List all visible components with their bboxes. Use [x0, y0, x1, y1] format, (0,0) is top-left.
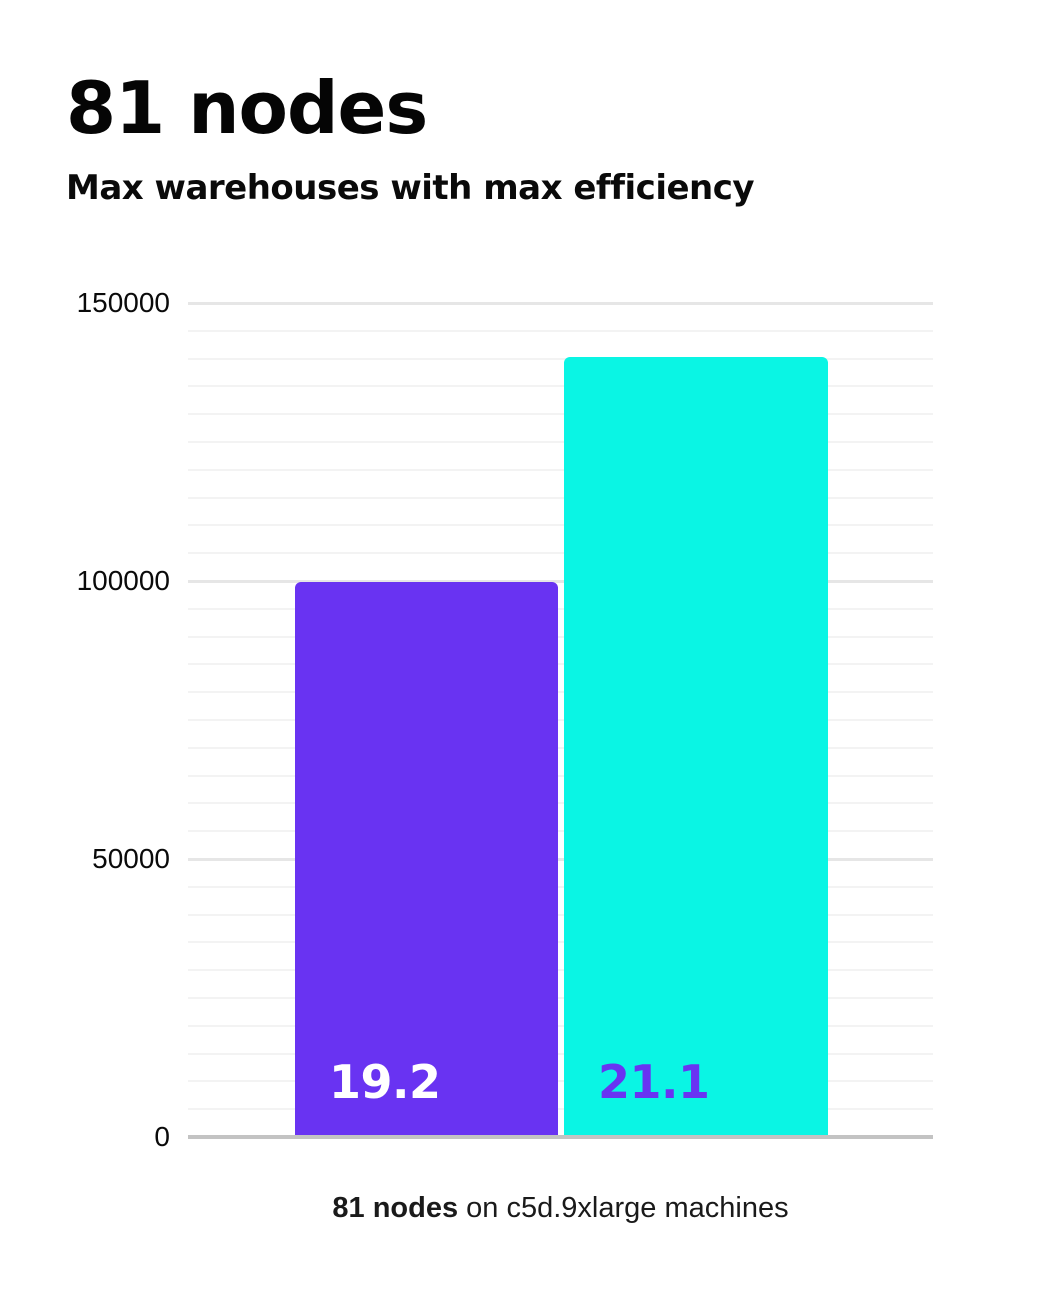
minor-gridline — [188, 607, 933, 610]
minor-gridline — [188, 913, 933, 916]
y-axis-tick-label: 100000 — [76, 565, 170, 596]
minor-gridline — [188, 802, 933, 805]
minor-gridline — [188, 997, 933, 999]
caption-highlight: 81 nodes — [332, 1192, 459, 1224]
minor-gridline — [188, 830, 933, 833]
minor-gridline — [188, 413, 933, 416]
minor-gridline — [188, 441, 933, 443]
bar-21.1: 21.1 — [564, 356, 828, 1135]
bar-19.2: 19.2 — [295, 582, 558, 1135]
y-axis-tick-label: 0 — [154, 1121, 170, 1152]
minor-gridline — [188, 329, 933, 332]
page-title: 81 nodes — [66, 66, 428, 150]
y-axis-tick-label: 150000 — [76, 287, 170, 318]
minor-gridline — [188, 719, 933, 721]
minor-gridline — [188, 885, 933, 888]
y-axis: 0 50000 100000 150000 — [0, 287, 170, 1152]
y-axis-tick-label: 50000 — [92, 843, 170, 874]
minor-gridline — [188, 1108, 933, 1111]
minor-gridline — [188, 1024, 933, 1027]
minor-gridline — [188, 496, 933, 499]
major-gridline — [188, 579, 933, 583]
minor-gridline — [188, 941, 933, 944]
minor-gridline — [188, 468, 933, 471]
minor-gridline — [188, 552, 933, 555]
caption-text: on c5d.9xlarge machines — [458, 1192, 789, 1224]
minor-gridline — [188, 385, 933, 388]
minor-gridline — [188, 357, 933, 360]
minor-gridline — [188, 1080, 933, 1083]
chart-caption: 81 nodes on c5d.9xlarge machines — [188, 1192, 933, 1225]
bar-value-label: 19.2 — [329, 1055, 441, 1109]
minor-gridline — [188, 774, 933, 777]
major-gridline — [188, 301, 933, 305]
major-gridline — [188, 857, 933, 861]
minor-gridline — [188, 969, 933, 972]
minor-gridline — [188, 524, 933, 527]
bar-value-label: 21.1 — [598, 1055, 710, 1109]
x-axis-baseline — [188, 1135, 933, 1139]
chart-card: 81 nodes Max warehouses with max efficie… — [0, 66, 933, 1225]
minor-gridline — [188, 746, 933, 749]
page-subtitle: Max warehouses with max efficiency — [66, 168, 755, 208]
minor-gridline — [188, 663, 933, 666]
minor-gridline — [188, 1052, 933, 1055]
minor-gridline — [188, 691, 933, 694]
minor-gridline — [188, 635, 933, 638]
bar-chart-plot-area: 19.2 21.1 — [188, 301, 933, 1139]
